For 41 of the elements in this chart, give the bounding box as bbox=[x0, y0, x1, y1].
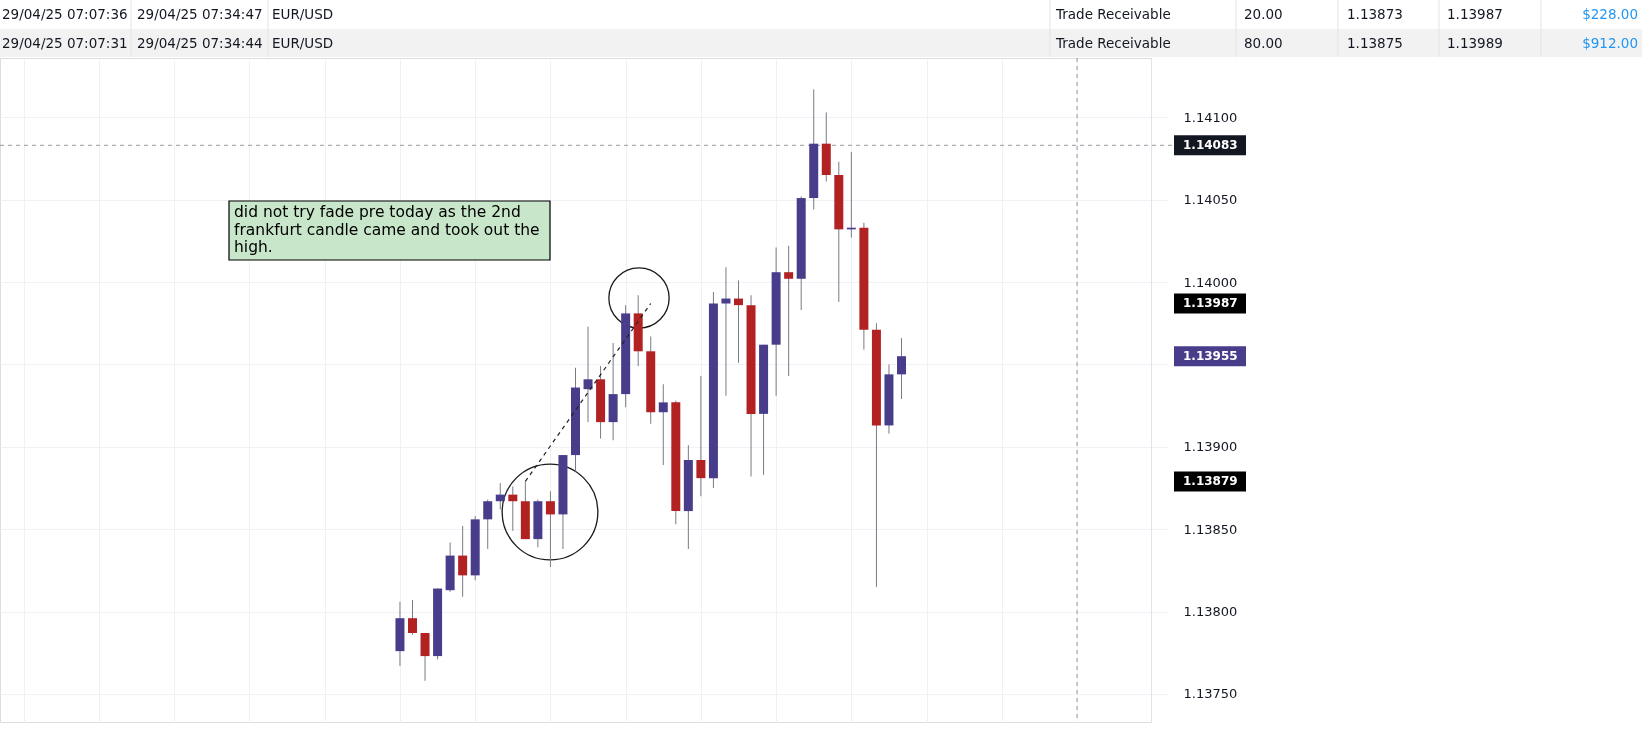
candlestick bbox=[696, 375, 706, 497]
text: Trade Receivable bbox=[1055, 34, 1171, 51]
candlestick bbox=[545, 490, 555, 568]
candlestick bbox=[658, 383, 668, 466]
y-tick-label: 1.13987 bbox=[1183, 296, 1238, 311]
text: 1.13989 bbox=[1447, 34, 1503, 51]
y-tick-label: 1.13750 bbox=[1183, 686, 1238, 702]
y-tick-label: 1.13800 bbox=[1183, 604, 1238, 620]
y-tick-label: 1.14100 bbox=[1183, 109, 1238, 125]
candlestick bbox=[583, 326, 593, 423]
y-tick-label: 1.13879 bbox=[1183, 474, 1238, 489]
text: 1.13873 bbox=[1347, 5, 1403, 22]
y-tick-label: 1.13955 bbox=[1183, 349, 1238, 364]
candlestick bbox=[897, 337, 906, 400]
candlestick bbox=[508, 485, 518, 532]
candlestick bbox=[408, 599, 417, 636]
text: 1.13875 bbox=[1347, 34, 1403, 51]
candlestick bbox=[734, 279, 743, 364]
candlestick bbox=[495, 482, 505, 510]
y-tick-label: 1.13850 bbox=[1183, 521, 1238, 537]
text: $912.00 bbox=[1582, 34, 1638, 51]
candlestick bbox=[458, 525, 468, 598]
text: 29/04/25 07:34:47 bbox=[137, 5, 263, 22]
text: $228.00 bbox=[1582, 5, 1638, 22]
text: 29/04/25 07:34:44 bbox=[137, 34, 263, 51]
text: 29/04/25 07:07:36 bbox=[2, 5, 128, 22]
text: Trade Receivable bbox=[1055, 5, 1171, 22]
y-tick-label: 1.13900 bbox=[1183, 439, 1238, 455]
text: 20.00 bbox=[1244, 5, 1283, 22]
ref-line-label: 1.14083 bbox=[1183, 138, 1238, 153]
text: EUR/USD bbox=[272, 34, 334, 51]
y-tick-label: 1.14000 bbox=[1183, 274, 1238, 290]
text: 29/04/25 07:07:31 bbox=[2, 34, 128, 51]
text: 1.13987 bbox=[1447, 5, 1503, 22]
text: 80.00 bbox=[1244, 34, 1283, 51]
candlestick bbox=[420, 632, 430, 682]
annotation: did not try fade pre today as the 2nd frankfurt candle came and took out the high. bbox=[234, 203, 540, 256]
y-tick-label: 1.14050 bbox=[1183, 192, 1238, 208]
text: EUR/USD bbox=[272, 5, 334, 22]
candlestick bbox=[784, 245, 794, 377]
candlestick bbox=[483, 499, 493, 550]
